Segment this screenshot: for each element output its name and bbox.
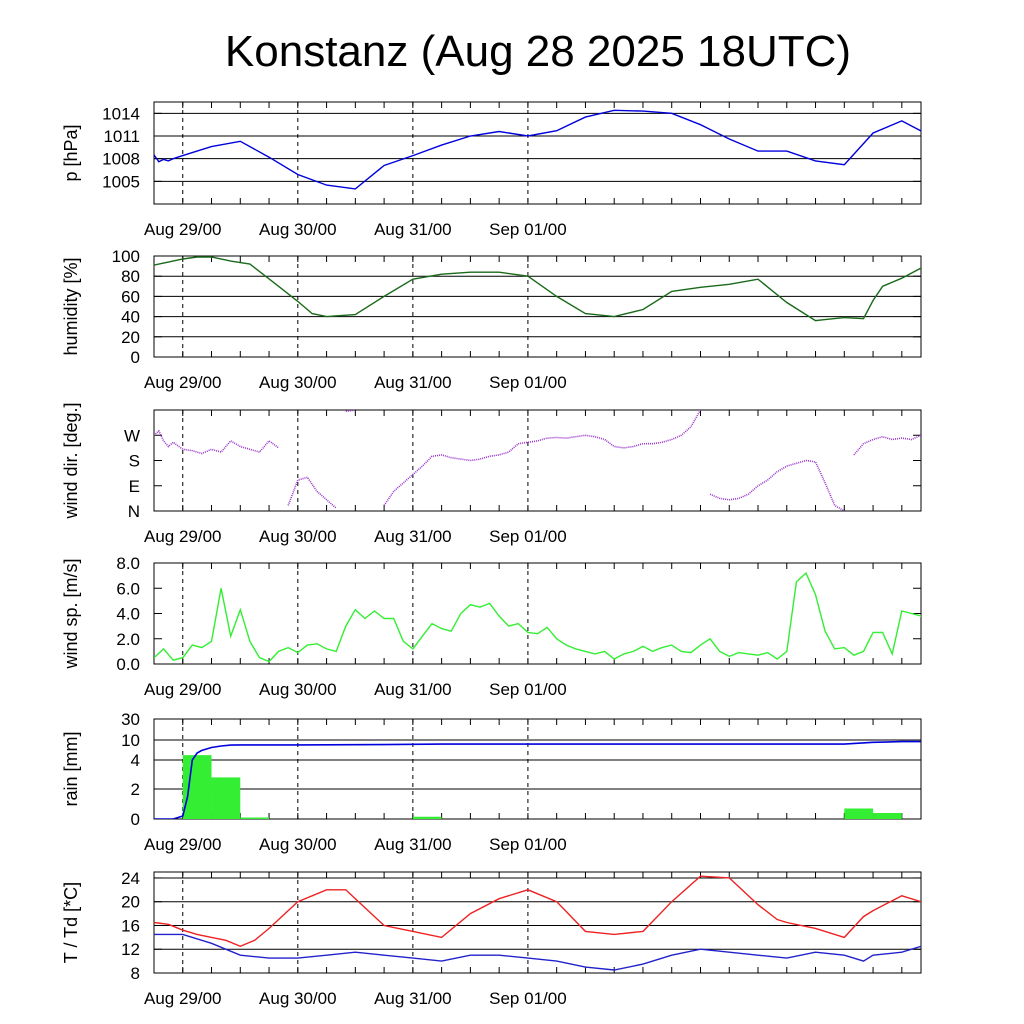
wind-direction-trace: [287, 476, 337, 509]
y-tick-label: S: [129, 452, 140, 471]
panel-temperature: Aug 29/00 Aug 30/00 Aug 31/00 Sep 01/00 T / …: [61, 869, 922, 1008]
rain-bar: [211, 777, 241, 819]
y-tick-label: 20: [121, 893, 140, 912]
x-tick-label: Aug 31/00: [374, 680, 452, 699]
y-axis-label: humidity [%]: [61, 257, 81, 355]
y-tick-label: 0: [131, 810, 140, 829]
wind-direction-trace: [345, 410, 356, 413]
x-tick-label: Aug 31/00: [374, 220, 452, 239]
temperature-series-0: [154, 875, 921, 948]
x-tick-label: Aug 29/00: [144, 835, 222, 854]
x-tick-label: Aug 29/00: [144, 220, 222, 239]
y-tick-label: 6.0: [116, 579, 140, 598]
temperature-series-1: [154, 933, 921, 971]
y-tick-label: 40: [121, 308, 140, 327]
humidity-line: [154, 256, 921, 322]
x-tick-label: Aug 31/00: [374, 835, 452, 854]
x-tick-label: Aug 29/00: [144, 680, 222, 699]
x-tick-label: Aug 30/00: [259, 220, 337, 239]
x-tick-label: Sep 01/00: [489, 527, 567, 546]
y-tick-label: 12: [121, 940, 140, 959]
x-tick-label: Aug 31/00: [374, 989, 452, 1008]
y-tick-label: 1014: [102, 104, 140, 123]
wind-direction-trace: [383, 410, 702, 506]
y-axis-label: rain [mm]: [61, 731, 81, 806]
y-axis-label: p [hPa]: [61, 124, 81, 181]
x-tick-label: Sep 01/00: [489, 220, 567, 239]
panel-wind_direction: Aug 29/00 Aug 30/00 Aug 31/00 Sep 01/00 wind…: [61, 402, 922, 546]
x-tick-label: Aug 29/00: [144, 989, 222, 1008]
y-tick-label: 10: [121, 731, 140, 750]
y-tick-label: 4: [131, 751, 140, 770]
y-tick-label: 80: [121, 267, 140, 286]
x-tick-label: Aug 30/00: [259, 373, 337, 392]
x-tick-label: Aug 29/00: [144, 527, 222, 546]
x-tick-label: Aug 31/00: [374, 373, 452, 392]
rain-cumulative-line: [154, 740, 921, 819]
rain-bar: [844, 808, 874, 819]
rain-bar: [240, 817, 270, 819]
x-tick-label: Aug 31/00: [374, 527, 452, 546]
plot-frame: [153, 255, 922, 358]
rain-bar: [873, 813, 902, 819]
x-tick-label: Aug 30/00: [259, 835, 337, 854]
wind-direction-trace: [853, 434, 921, 456]
y-axis-label: wind dir. [deg.]: [61, 402, 81, 519]
plot-frame: [153, 562, 922, 665]
pressure-line: [154, 109, 921, 190]
y-tick-label: 20: [121, 328, 140, 347]
x-tick-label: Aug 30/00: [259, 527, 337, 546]
y-tick-label: W: [124, 426, 140, 445]
panel-pressure: Aug 29/00 Aug 30/00 Aug 31/00 Sep 01/00 p [h…: [61, 101, 922, 239]
x-tick-label: Aug 29/00: [144, 373, 222, 392]
y-tick-label: 4.0: [116, 605, 140, 624]
y-tick-label: 8.0: [116, 554, 140, 573]
wind_speed-line: [154, 571, 921, 663]
y-tick-label: 2.0: [116, 630, 140, 649]
y-tick-label: 1011: [103, 127, 140, 146]
x-tick-label: Sep 01/00: [489, 373, 567, 392]
y-tick-label: 16: [121, 916, 140, 935]
y-axis-label: T / Td [*C]: [61, 882, 81, 963]
y-tick-label: 24: [121, 869, 140, 888]
y-tick-label: 0.0: [116, 655, 140, 674]
x-tick-label: Aug 30/00: [259, 680, 337, 699]
plot-frame: [153, 101, 922, 205]
y-tick-label: E: [129, 477, 140, 496]
y-tick-label: 100: [112, 247, 140, 266]
y-tick-label: 1008: [102, 150, 140, 169]
y-tick-label: 8: [131, 964, 140, 983]
y-tick-label: 2: [131, 780, 140, 799]
y-tick-label: 30: [121, 710, 140, 729]
wind-direction-trace: [709, 459, 845, 511]
x-tick-label: Sep 01/00: [489, 989, 567, 1008]
y-tick-label: 0: [131, 348, 140, 367]
x-tick-label: Sep 01/00: [489, 680, 567, 699]
panel-rain: Aug 29/00 Aug 30/00 Aug 31/00 Sep 01/00 rain…: [61, 710, 922, 854]
y-axis-label: wind sp. [m/s]: [61, 558, 81, 669]
panel-wind_speed: Aug 29/00 Aug 30/00 Aug 31/00 Sep 01/00 wind…: [61, 554, 922, 699]
chart-title: Konstanz (Aug 28 2025 18UTC): [225, 27, 851, 76]
rain-bar: [412, 816, 442, 819]
x-tick-label: Sep 01/00: [489, 835, 567, 854]
y-tick-label: 60: [121, 287, 140, 306]
panel-humidity: Aug 29/00 Aug 30/00 Aug 31/00 Sep 01/00 humi…: [61, 247, 922, 392]
y-tick-label: N: [128, 502, 140, 521]
wind-direction-trace: [154, 429, 280, 455]
x-tick-label: Aug 30/00: [259, 989, 337, 1008]
rain-bar: [182, 755, 212, 819]
plot-frame: [153, 718, 922, 820]
y-tick-label: 1005: [102, 172, 140, 191]
